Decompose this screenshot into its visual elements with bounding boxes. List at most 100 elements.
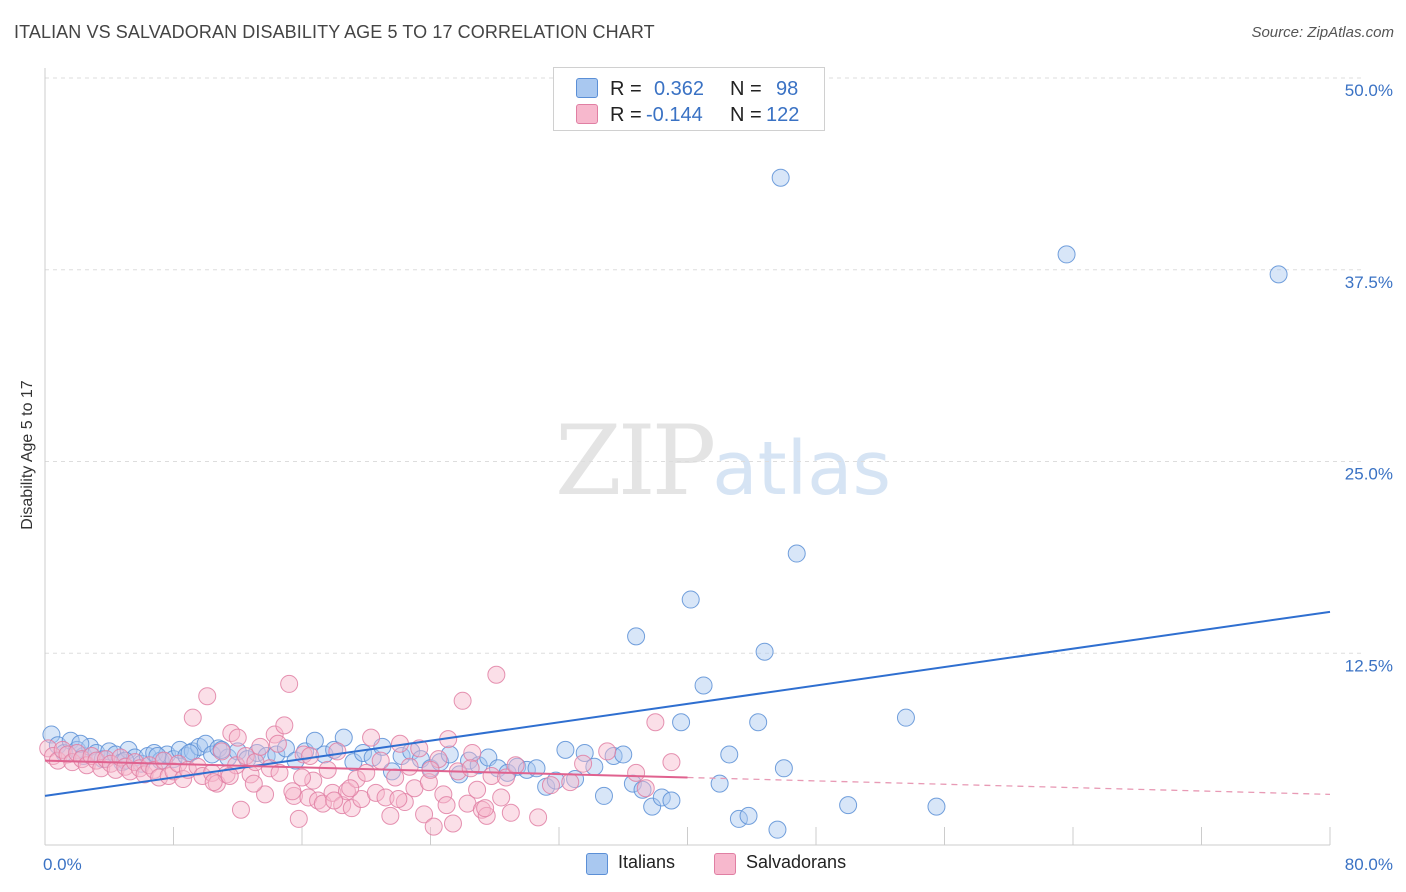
legend-n-label: N =: [730, 78, 762, 100]
y-tick-label: 25.0%: [1345, 465, 1393, 484]
italians-point: [209, 739, 228, 758]
italians-point: [710, 774, 729, 793]
salvadorans-point: [541, 776, 560, 795]
salvadorans-point: [135, 765, 154, 784]
salvadorans-point: [236, 747, 255, 766]
watermark-atlas: atlas: [712, 426, 892, 512]
salvadorans-point: [468, 780, 487, 799]
x-tick-label: 0.0%: [43, 855, 82, 874]
italians-point: [1057, 245, 1076, 264]
italians-point: [1269, 265, 1288, 284]
italians-point: [768, 820, 787, 839]
salvadorans-point: [301, 747, 320, 766]
italians-point: [556, 740, 575, 759]
legend-r-value: -0.144: [646, 104, 703, 126]
x-tick-label: 80.0%: [1345, 855, 1393, 874]
salvadorans-point: [251, 737, 270, 756]
salvadorans-point: [304, 771, 323, 790]
legend-r-label: R =: [610, 78, 642, 100]
salvadorans-point: [627, 763, 646, 782]
italians-point: [771, 168, 790, 187]
salvadorans-point: [337, 782, 356, 801]
italians-point: [652, 788, 671, 807]
salvadorans-point: [386, 768, 405, 787]
salvadorans-point: [646, 713, 665, 732]
italians-trend-line: [44, 610, 1331, 797]
legend-r-value: 0.362: [654, 78, 705, 100]
salvadorans-point: [476, 799, 495, 818]
italians-point: [643, 797, 662, 816]
salvadorans-point: [220, 766, 239, 785]
salvadorans-point: [341, 779, 360, 798]
salvadorans-point: [389, 789, 408, 808]
salvadorans-point: [275, 716, 294, 735]
y-axis-title: Disability Age 5 to 17: [19, 380, 36, 530]
salvadorans-point: [636, 779, 655, 798]
salvadorans-point: [415, 805, 434, 824]
salvadorans-point: [574, 754, 593, 773]
salvadorans-point: [461, 759, 480, 778]
italians-point: [694, 676, 713, 695]
italians-point: [739, 806, 758, 825]
salvadorans-trend-extension: [687, 776, 1331, 796]
legend-swatch-salvadorans: [576, 104, 598, 124]
bottom-legend-label-italians: Italians: [618, 852, 676, 872]
salvadorans-point: [463, 743, 482, 762]
salvadorans-point: [662, 753, 681, 772]
salvadorans-point: [198, 687, 217, 706]
salvadorans-point: [309, 791, 328, 810]
salvadorans-point: [598, 742, 617, 761]
legend-n-label: N =: [730, 104, 762, 126]
salvadorans-point: [183, 708, 202, 727]
salvadorans-point: [487, 665, 506, 684]
italians-point: [896, 708, 915, 727]
italians-point: [614, 745, 633, 764]
italians-point: [633, 780, 652, 799]
y-tick-label: 50.0%: [1345, 81, 1393, 100]
bottom-legend-swatch-italians: [586, 853, 608, 875]
italians-point: [116, 751, 135, 770]
italians-point: [450, 765, 469, 784]
salvadorans-point: [342, 799, 361, 818]
legend-swatch-italians: [576, 78, 598, 98]
salvadorans-point: [328, 742, 347, 761]
salvadorans-point: [357, 763, 376, 782]
italians-point: [42, 725, 61, 744]
salvadorans-point: [204, 773, 223, 792]
salvadorans-point: [268, 734, 287, 753]
salvadorans-point: [366, 783, 385, 802]
salvadorans-point: [376, 788, 395, 807]
salvadorans-point: [231, 800, 250, 819]
salvadorans-trend-line: [44, 759, 688, 779]
legend-n-value: 122: [766, 104, 800, 126]
salvadorans-point: [501, 803, 520, 822]
salvadorans-point: [101, 754, 120, 773]
source-label: Source: ZipAtlas.com: [1251, 24, 1394, 41]
salvadorans-point: [453, 691, 472, 710]
italians-point: [927, 797, 946, 816]
salvadorans-point: [434, 785, 453, 804]
salvadorans-point: [477, 806, 496, 825]
salvadorans-point: [92, 759, 111, 778]
salvadorans-point: [529, 808, 548, 827]
salvadorans-point: [492, 788, 511, 807]
chart-title: ITALIAN VS SALVADORAN DISABILITY AGE 5 T…: [14, 22, 655, 42]
salvadorans-point: [289, 809, 308, 828]
salvadorans-point: [72, 750, 91, 769]
salvadorans-point: [443, 814, 462, 833]
italians-point: [681, 590, 700, 609]
italians-point: [662, 791, 681, 810]
salvadorans-point: [325, 791, 344, 810]
italians-point: [787, 544, 806, 563]
italians-point: [749, 713, 768, 732]
italians-point: [672, 713, 691, 732]
salvadorans-point: [410, 739, 429, 758]
salvadorans-point: [381, 806, 400, 825]
italians-point: [729, 809, 748, 828]
italians-point: [627, 627, 646, 646]
salvadorans-point: [561, 773, 580, 792]
salvadorans-point: [347, 770, 366, 789]
salvadorans-point: [362, 728, 381, 747]
italians-point: [720, 745, 739, 764]
